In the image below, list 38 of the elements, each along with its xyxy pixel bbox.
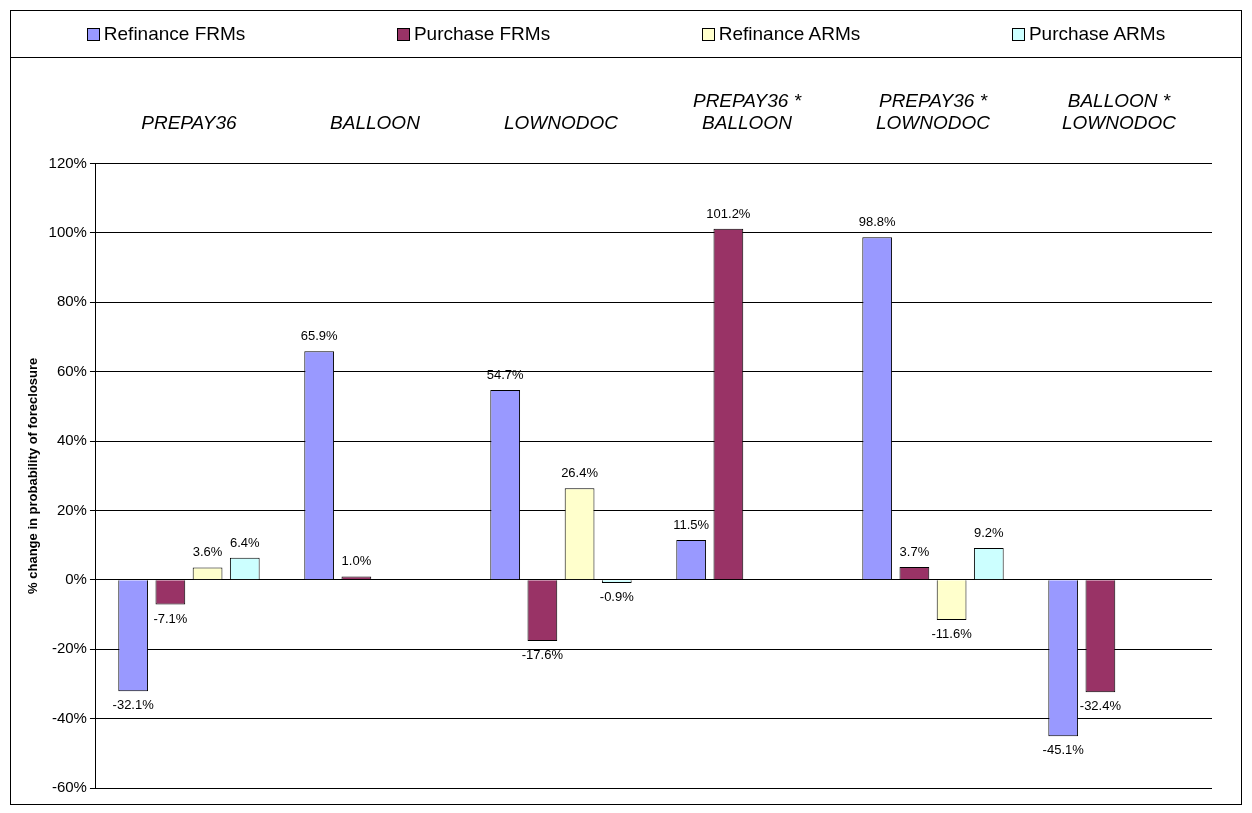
x-tick-label: LOWNODOC <box>503 112 619 134</box>
x-tick-label: BALLOON * LOWNODOC <box>1062 89 1177 134</box>
data-label: 6.4% <box>229 534 261 550</box>
x-tick-label: PREPAY36 * LOWNODOC <box>875 89 991 134</box>
data-label: -45.1% <box>1042 742 1085 758</box>
legend-label: Purchase ARMs <box>1028 23 1166 45</box>
data-label: 65.9% <box>300 328 339 344</box>
legend-label: Refinance FRMs <box>103 23 246 45</box>
y-tick-label: 0% <box>65 570 87 588</box>
data-label: 26.4% <box>561 465 599 481</box>
data-label: 9.2% <box>973 525 1005 541</box>
legend-label: Refinance ARMs <box>718 23 861 45</box>
x-tick-label: PREPAY36 <box>141 112 238 134</box>
y-tick-label: 100% <box>48 223 87 241</box>
data-label: -32.4% <box>1079 698 1122 714</box>
x-tick-label: BALLOON <box>330 112 421 134</box>
data-label: -7.1% <box>153 610 188 626</box>
data-label: 101.2% <box>706 205 751 221</box>
data-label: 98.8% <box>858 214 897 230</box>
y-tick-label: -20% <box>51 639 87 657</box>
y-axis-title: % change in probability of foreclosure <box>25 357 41 594</box>
data-label: -32.1% <box>112 697 155 713</box>
data-label: -0.9% <box>599 589 635 605</box>
y-tick-label: 80% <box>56 292 87 310</box>
data-label: 3.6% <box>192 544 223 560</box>
y-tick-label: 60% <box>56 361 87 379</box>
data-label: 3.7% <box>899 544 930 560</box>
data-label: 11.5% <box>673 517 710 533</box>
data-label: 1.0% <box>341 553 372 569</box>
y-tick-label: 40% <box>56 431 87 449</box>
y-tick-label: -60% <box>51 778 87 796</box>
y-tick-label: 120% <box>48 153 87 171</box>
y-tick-label: 20% <box>56 500 87 518</box>
legend-label: Purchase FRMs <box>413 23 551 45</box>
data-label: -11.6% <box>931 626 973 642</box>
x-tick-label: PREPAY36 * BALLOON <box>692 89 802 134</box>
data-label: -17.6% <box>521 647 564 662</box>
y-tick-label: -40% <box>51 708 87 726</box>
